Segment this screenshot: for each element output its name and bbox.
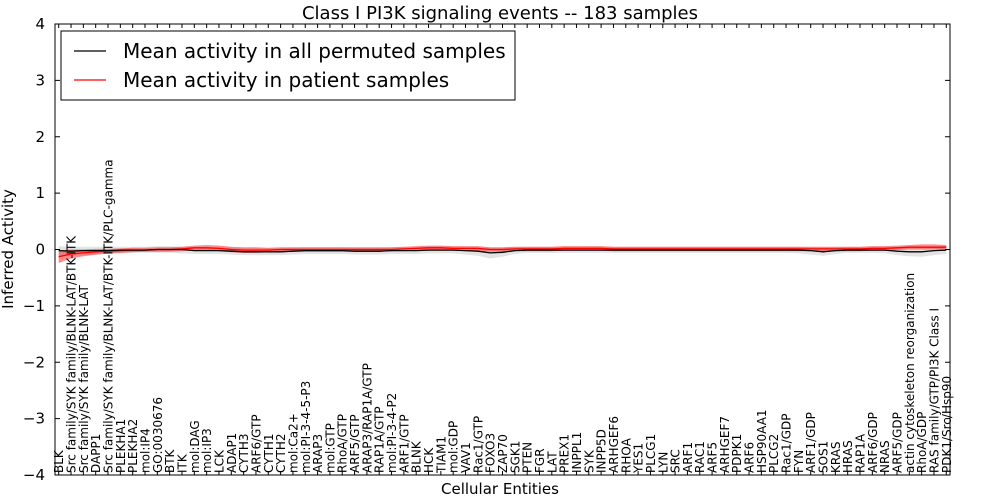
- x-tick-label: ZAP70: [496, 434, 510, 473]
- x-tick-label: FGR: [533, 448, 547, 473]
- series-line-0: [58, 248, 947, 254]
- x-tick-label: Src family/SYK family/BLNK-LAT/BTK-ITK: [65, 235, 79, 473]
- x-tick-label: actin cytoskeleton reorganization: [903, 273, 917, 473]
- legend-frame: [60, 30, 516, 101]
- x-tick-label: ARF5/GTP: [348, 414, 362, 473]
- confidence-bands: [58, 244, 947, 263]
- x-tick-label: RAS family/GTP/PI3K Class I: [928, 308, 942, 473]
- legend-label-permuted: Mean activity in all permuted samples: [123, 39, 506, 63]
- x-tick-label: Rac1/GTP: [471, 416, 485, 473]
- x-tick-label: RAP1A: [854, 433, 868, 473]
- x-tick-label: SYK: [582, 449, 596, 473]
- x-tick-label: CYTH1: [262, 434, 276, 474]
- chart-title: Class I PI3K signaling events -- 183 sam…: [302, 3, 698, 24]
- x-tick-label: VAV1: [459, 442, 473, 473]
- x-tick-label: mol:GDP: [447, 421, 461, 473]
- x-tick-label: YES1: [632, 443, 646, 474]
- x-tick-label: RAP1A/GTP: [373, 406, 387, 473]
- x-tick-label: RhoA/GTP: [336, 414, 350, 473]
- x-tick-label: PLCG2: [767, 434, 781, 473]
- x-tick-label: PLEKHA1: [114, 419, 128, 473]
- x-tick-label: GO:0030676: [151, 397, 165, 473]
- x-tick-label: SGK1: [508, 441, 522, 473]
- series-lines: [58, 246, 947, 258]
- x-tick-label: PDPK1: [730, 434, 744, 473]
- y-tick-label: 2: [35, 128, 45, 146]
- x-tick-label: SOS1: [817, 441, 831, 473]
- x-tick-label: LCK: [213, 449, 227, 473]
- x-tick-label: PDK1/Src/Hsp90: [940, 376, 954, 473]
- x-tick-label: Src family/SYK family/BLNK-LAT/BTK-ITK/P…: [102, 159, 116, 473]
- x-tick-label: mol:DAG: [188, 420, 202, 473]
- x-tick-label: BLNK: [410, 440, 424, 473]
- x-tick-label: ARHGEF6: [607, 416, 621, 473]
- x-tick-label: LAT: [545, 451, 559, 473]
- x-tick-label: PLEKHA2: [126, 419, 140, 473]
- y-axis-label: Inferred Activity: [0, 189, 17, 309]
- y-tick-label: 1: [35, 184, 45, 202]
- x-tick-label: PTEN: [521, 442, 535, 473]
- x-tick-label: FYN: [792, 450, 806, 473]
- x-tick-label: SRC: [669, 449, 683, 473]
- legend-label-patient: Mean activity in patient samples: [123, 68, 449, 92]
- x-tick-label: CYTH3: [237, 434, 251, 474]
- y-tick-label: 0: [35, 241, 45, 259]
- x-tick-label: PREX1: [558, 434, 572, 473]
- x-tick-label: RHOA: [619, 437, 633, 473]
- series-line-1: [58, 246, 947, 258]
- x-tick-label: ARF6: [743, 442, 757, 473]
- x-tick-label: RhoA/GDP: [915, 412, 929, 473]
- x-tick-label: mol:IP4: [139, 428, 153, 473]
- x-tick-label: FOXO3: [484, 433, 498, 473]
- x-tick-label: HRAS: [841, 440, 855, 473]
- x-tick-label: BLK: [52, 449, 66, 473]
- y-tick-label: −3: [23, 410, 45, 428]
- x-tick-label: ARHGEF7: [718, 416, 732, 473]
- x-tick-label: ARF1/GTP: [397, 414, 411, 473]
- legend: Mean activity in all permuted samples Me…: [60, 30, 516, 101]
- x-tick-label: ARF5/GDP: [891, 412, 905, 473]
- x-tick-label: mol:PI-3-4-5-P3: [299, 381, 313, 473]
- y-axis: −4 −3 −2 −1 0 1 2 3 4: [23, 15, 950, 484]
- x-tick-label: CYTH2: [274, 434, 288, 474]
- x-tick-label: ARF6/GTP: [249, 414, 263, 473]
- x-tick-label: ARF1: [681, 442, 695, 473]
- x-tick-label: LYN: [656, 452, 670, 473]
- x-tick-label: mol:Ca2+: [286, 413, 300, 473]
- x-tick-label: TIAM1: [434, 436, 448, 474]
- x-tick-label: ADAP1: [225, 433, 239, 473]
- x-tick-label: mol:PI-3-4-P2: [385, 393, 399, 473]
- x-tick-label: BTK: [163, 448, 177, 473]
- x-tick-label: ARF1/GDP: [804, 412, 818, 473]
- x-tick-label: ARF5: [706, 442, 720, 473]
- x-axis-label: Cellular Entities: [441, 480, 559, 498]
- x-tick-label: Rac1/GDP: [780, 414, 794, 473]
- x-tick-label: KRAS: [829, 441, 843, 473]
- x-tick-label: RAC1: [693, 441, 707, 473]
- x-tick-label: HCK: [422, 447, 436, 473]
- y-tick-label: 4: [35, 15, 45, 33]
- x-tick-label: ARAP3/RAP1A/GTP: [360, 363, 374, 473]
- x-tick-label: mol:GTP: [323, 423, 337, 473]
- x-tick-label: HSP90AA1: [755, 409, 769, 473]
- y-tick-label: −1: [23, 297, 45, 315]
- x-tick-label: NRAS: [878, 440, 892, 473]
- x-tick-label: DAPP1: [89, 434, 103, 473]
- x-tick-label: PLCG1: [644, 434, 658, 473]
- y-tick-label: −2: [23, 353, 45, 371]
- x-tick-label: ARAP3: [311, 434, 325, 473]
- x-tick-label: mol:IP3: [200, 428, 214, 473]
- x-tick-label: ITK: [176, 453, 190, 473]
- x-tick-label: Src family/SYK family/BLNK-LAT: [77, 284, 91, 473]
- y-tick-label: 3: [35, 71, 45, 89]
- x-tick-label: INPPL1: [570, 432, 584, 473]
- x-tick-label: INPP5D: [595, 429, 609, 473]
- x-tick-label: ARF6/GDP: [866, 412, 880, 473]
- y-tick-label: −4: [23, 466, 45, 484]
